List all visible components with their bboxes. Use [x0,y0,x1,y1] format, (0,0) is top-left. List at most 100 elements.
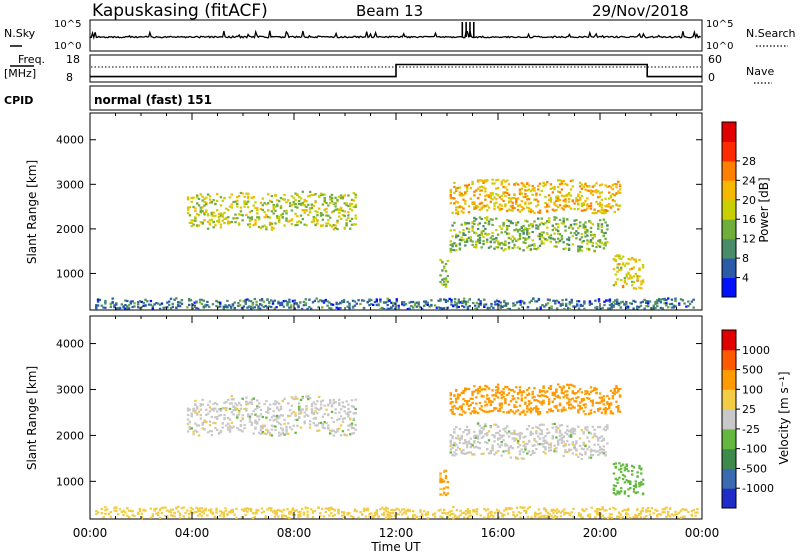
echo-cell [205,420,208,423]
echo-cell [190,200,193,203]
echo-cell [529,201,533,205]
echo-cell [124,511,127,514]
echo-cell [276,420,279,423]
echo-cell [588,220,591,223]
echo-cell [518,210,522,213]
echo-cell [469,236,472,239]
echo-cell [656,300,659,303]
echo-cell [226,299,229,302]
echo-cell [319,194,323,197]
echo-cell [657,297,661,301]
echo-cell [502,391,505,394]
echo-cell [615,183,618,186]
echo-cell [594,299,597,302]
velocity-colorbar-label: Velocity [m s⁻¹] [777,371,791,464]
echo-cell [353,508,357,511]
cpid-label: CPID [4,94,33,107]
echo-cell [543,515,546,518]
echo-cell [582,431,585,434]
echo-cell [550,307,553,311]
echo-cell [234,200,237,203]
echo-cell [668,515,672,518]
echo-cell [372,303,375,306]
echo-cell [575,442,578,445]
echo-cell [310,193,314,197]
echo-cell [641,483,645,486]
echo-cell [219,302,222,305]
echo-cell [468,512,471,515]
echo-cell [278,415,281,418]
echo-cell [685,508,688,511]
echo-cell [453,454,456,457]
echo-cell [460,206,463,209]
echo-cell [261,431,264,434]
echo-cell [354,217,357,220]
echo-cell [566,429,569,432]
echo-cell [542,223,545,226]
echo-cell [312,412,315,416]
echo-cell [611,188,615,191]
echo-cell [263,210,266,214]
echo-cell [489,403,492,407]
echo-cell [493,440,496,443]
echo-cell [341,301,344,304]
echo-cell [475,189,478,192]
echo-cell [519,299,522,303]
echo-cell [113,506,116,509]
echo-cell [314,224,317,227]
echo-cell [563,511,566,514]
echo-cell [506,188,509,191]
echo-cell [515,221,518,225]
echo-cell [249,509,253,512]
echo-cell [508,506,511,510]
echo-cell [513,404,516,407]
echo-cell [526,227,529,231]
echo-cell [600,435,604,438]
echo-cell [270,507,273,510]
echo-cell [236,414,239,417]
echo-cell [606,205,609,208]
echo-cell [308,208,312,211]
echo-cell [455,209,458,212]
echo-cell [569,448,573,451]
echo-cell [518,453,522,456]
echo-cell [453,431,456,434]
echo-cell [186,509,189,512]
echo-cell [596,305,599,309]
echo-cell [506,209,509,213]
echo-cell [557,241,560,244]
colorbar-swatch [722,468,736,489]
echo-cell [588,248,591,251]
echo-cell [206,300,209,303]
echo-cell [392,508,395,511]
echo-cell [564,443,567,446]
echo-cell [322,515,326,518]
echo-cell [613,388,616,391]
echo-cell [598,445,602,449]
echo-cell [337,508,340,511]
echo-cell [227,216,230,219]
echo-cell [476,389,480,392]
echo-cell [519,506,522,509]
echo-cell [547,387,551,390]
echo-cell [495,299,499,302]
echo-cell [491,235,494,238]
echo-cell [632,266,636,269]
echo-cell [591,425,594,428]
echo-cell [257,405,261,409]
echo-cell [316,424,319,427]
echo-cell [455,389,458,392]
echo-cell [446,480,449,484]
echo-cell [551,434,554,438]
echo-cell [645,301,648,304]
echo-cell [476,238,480,241]
echo-cell [473,434,476,437]
echo-cell [203,211,206,214]
echo-cell [524,185,527,188]
echo-cell [696,511,699,514]
echo-cell [654,300,657,303]
echo-cell [273,515,276,518]
echo-cell [178,514,182,517]
echo-cell [458,441,462,445]
echo-cell [544,201,547,205]
